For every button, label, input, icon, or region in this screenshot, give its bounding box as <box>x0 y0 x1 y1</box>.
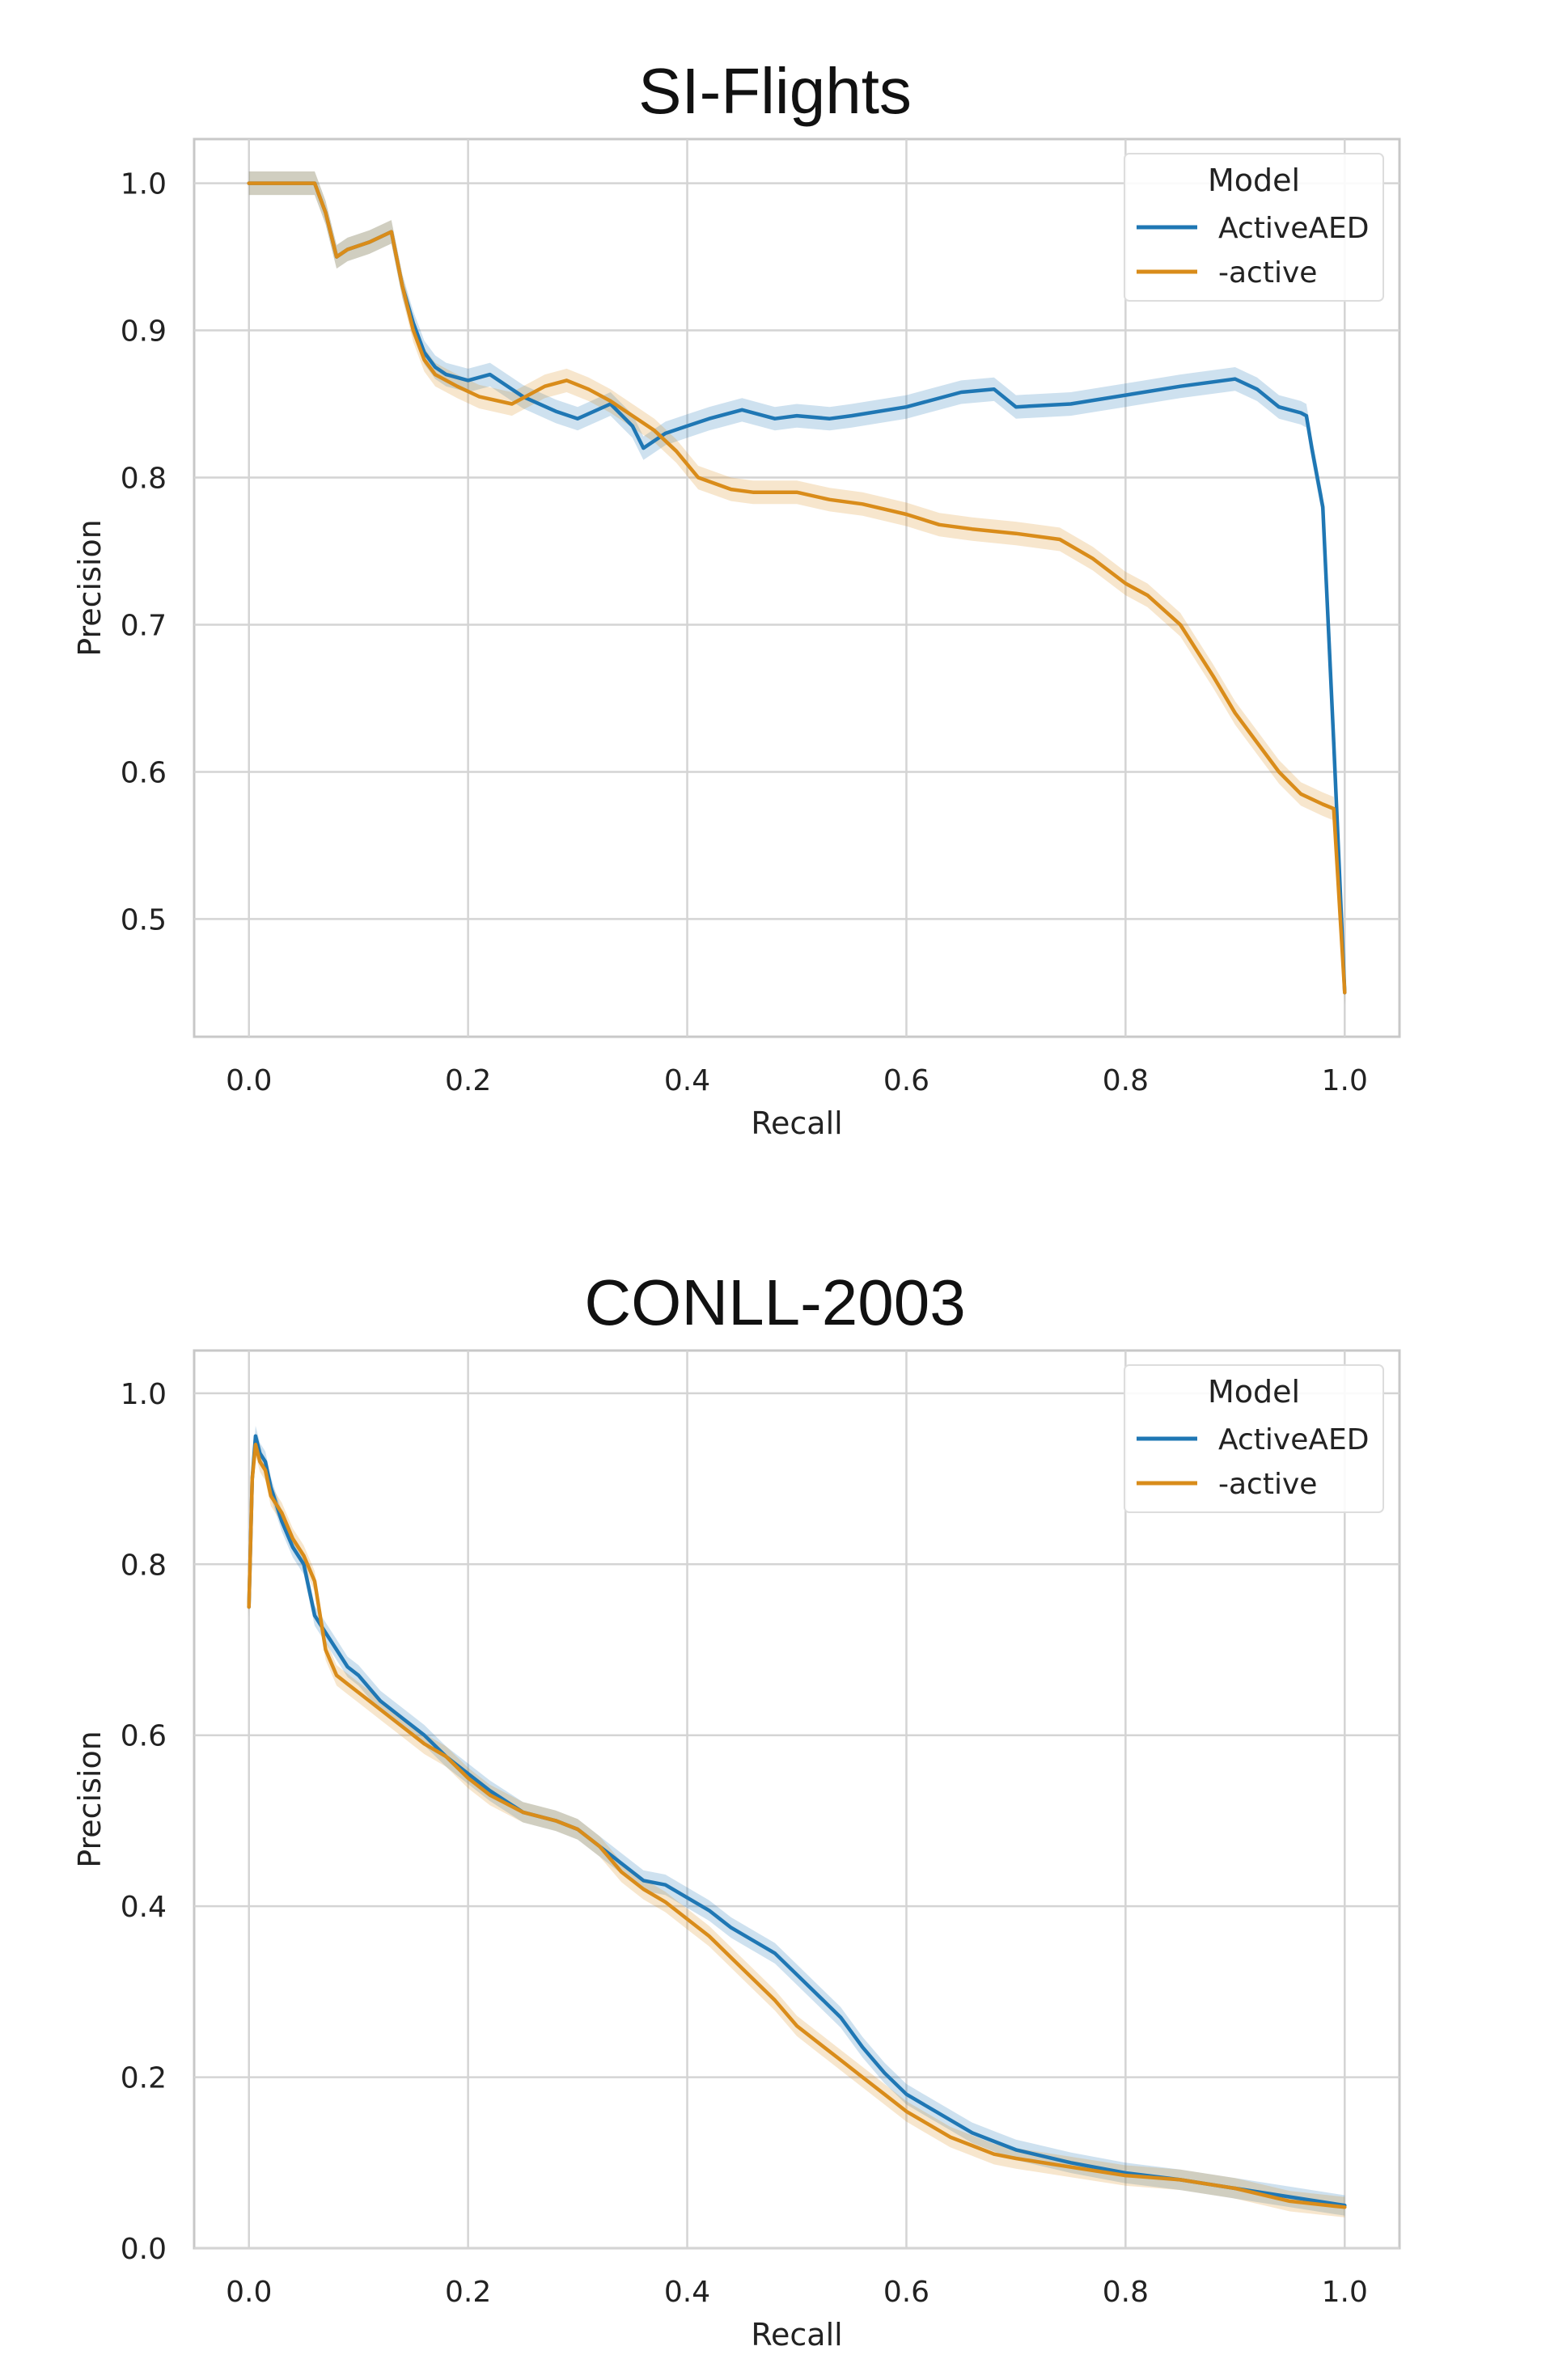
legend-box <box>1124 153 1384 302</box>
y-tick-label: 0.8 <box>121 463 167 496</box>
x-axis-label: Recall <box>751 2317 842 2353</box>
series-line-activeaed <box>247 1434 1347 2208</box>
x-tick-label: 1.0 <box>1322 2276 1368 2309</box>
y-tick-label: 0.6 <box>121 1720 167 1753</box>
x-tick-label: 0.8 <box>1103 1064 1149 1097</box>
y-tick-label: 0.2 <box>121 2062 167 2095</box>
series-lines <box>247 1434 1347 2209</box>
legend-box <box>1124 1364 1384 1513</box>
y-tick-label: 0.0 <box>121 2233 167 2266</box>
y-axis-label: Precision <box>72 1731 108 1868</box>
x-tick-label: 1.0 <box>1322 1064 1368 1097</box>
x-tick-label: 0.8 <box>1103 2276 1149 2309</box>
series-line-active <box>247 181 1347 995</box>
x-tick-label: 0.0 <box>226 2276 272 2309</box>
legend-label-active: -active <box>1218 1468 1317 1501</box>
x-tick-labels: 0.0 0.2 0.4 0.6 0.8 1.0 <box>226 1064 1368 1097</box>
x-tick-label: 0.4 <box>664 2276 710 2309</box>
legend-label-activeaed: ActiveAED <box>1218 1423 1369 1456</box>
legend: Model ActiveAED -active <box>1124 153 1384 302</box>
x-tick-label: 0.4 <box>664 1064 710 1097</box>
chart-title: SI-Flights <box>638 55 912 127</box>
series-lines <box>247 181 1347 995</box>
confidence-band-active <box>248 171 1345 1004</box>
y-tick-label: 0.9 <box>121 315 167 349</box>
legend-label-activeaed: ActiveAED <box>1218 212 1369 245</box>
x-tick-label: 0.6 <box>883 1064 929 1097</box>
x-tick-label: 0.6 <box>883 2276 929 2309</box>
y-tick-label: 0.4 <box>121 1891 167 1924</box>
confidence-bands <box>248 171 1345 1004</box>
x-tick-label: 0.2 <box>445 1064 491 1097</box>
x-tick-labels: 0.0 0.2 0.4 0.6 0.8 1.0 <box>226 2276 1368 2309</box>
x-tick-label: 0.0 <box>226 1064 272 1097</box>
y-tick-label: 0.7 <box>121 609 167 642</box>
y-tick-label: 0.6 <box>121 756 167 789</box>
grid-lines <box>194 1351 1399 2250</box>
legend-title: Model <box>1208 1374 1300 1410</box>
y-tick-labels: 0.5 0.6 0.7 0.8 0.9 1.0 <box>121 168 167 937</box>
legend-title: Model <box>1208 163 1300 198</box>
x-axis-label: Recall <box>751 1105 842 1141</box>
chart-si-flights: SI-Flights 0.0 0.2 0.4 0.6 0.8 1.0 0.50.60.70… <box>72 55 1401 1141</box>
series-line-active <box>247 1443 1347 2209</box>
y-tick-label: 1.0 <box>121 168 167 201</box>
confidence-band-activeaed <box>248 171 1345 1004</box>
x-tick-label: 0.2 <box>445 2276 491 2309</box>
y-tick-label: 0.8 <box>121 1549 167 1582</box>
chart-conll-2003: CONLL-2003 0.0 0.2 0.4 0.6 0.8 1.0 0.00.20.40… <box>72 1266 1401 2353</box>
y-tick-labels: 0.0 0.2 0.4 0.6 0.8 1.0 <box>121 1378 167 2266</box>
legend-label-active: -active <box>1218 256 1317 290</box>
y-tick-label: 1.0 <box>121 1378 167 1411</box>
legend: Model ActiveAED -active <box>1124 1364 1384 1513</box>
chart-title: CONLL-2003 <box>584 1266 965 1338</box>
y-axis-label: Precision <box>72 519 108 657</box>
y-tick-label: 0.5 <box>121 903 167 936</box>
